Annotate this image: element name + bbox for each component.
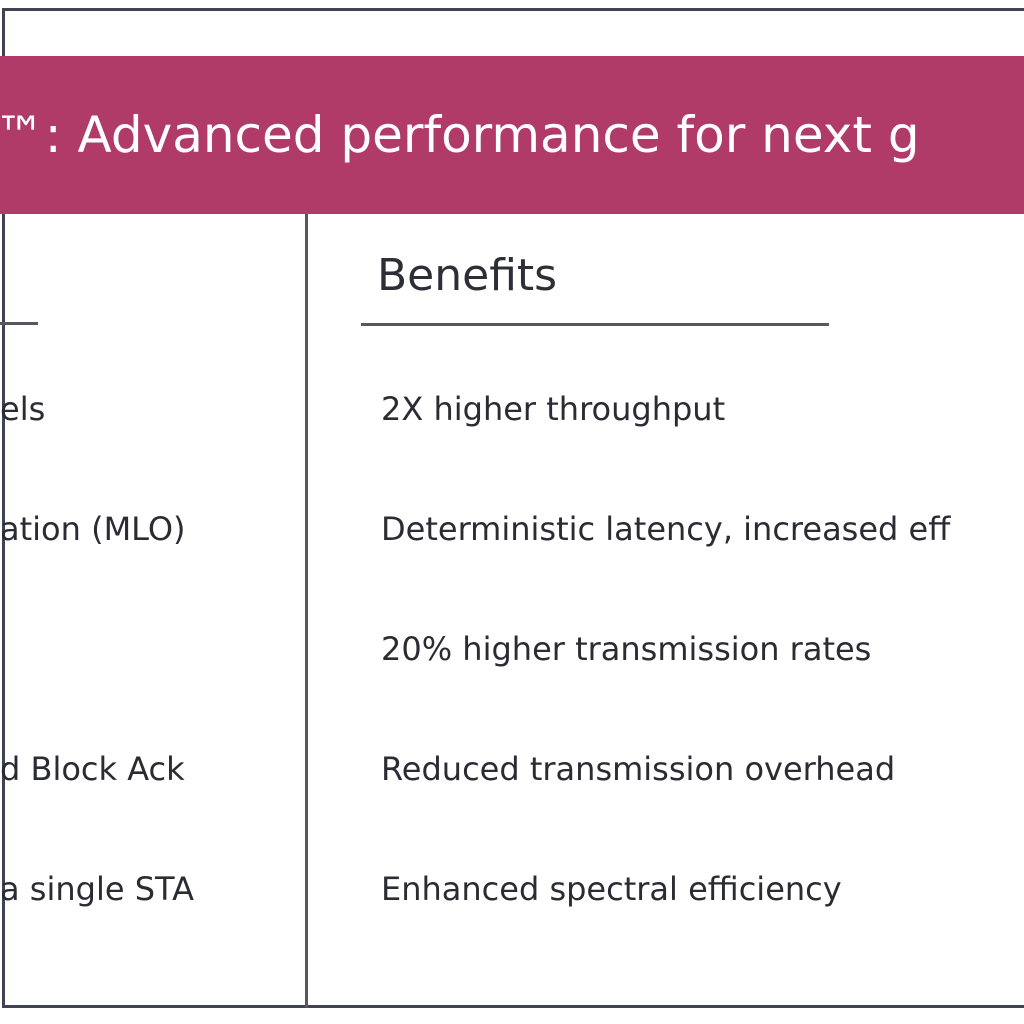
benefit-row-1: 2X higher throughput <box>381 390 726 428</box>
benefit-row-4: Reduced transmission overhead <box>381 750 896 788</box>
benefit-row-5: Enhanced spectral efficiency <box>381 870 842 908</box>
feature-row-2: ation (MLO) <box>0 510 186 548</box>
column-divider <box>305 214 308 1008</box>
benefit-row-3: 20% higher transmission rates <box>381 630 872 668</box>
title-banner: 7™: Advanced performance for next g <box>0 56 1024 214</box>
table-frame <box>2 8 1024 1008</box>
feature-row-1: els <box>0 390 46 428</box>
features-heading-underline <box>0 322 38 325</box>
benefits-heading: Benefits <box>377 250 558 301</box>
feature-row-4: d Block Ack <box>0 750 185 788</box>
benefit-row-2: Deterministic latency, increased eff <box>381 510 951 548</box>
banner-title: 7™: Advanced performance for next g <box>0 106 920 164</box>
benefits-heading-underline <box>361 323 829 326</box>
feature-row-5: a single STA <box>0 870 194 908</box>
